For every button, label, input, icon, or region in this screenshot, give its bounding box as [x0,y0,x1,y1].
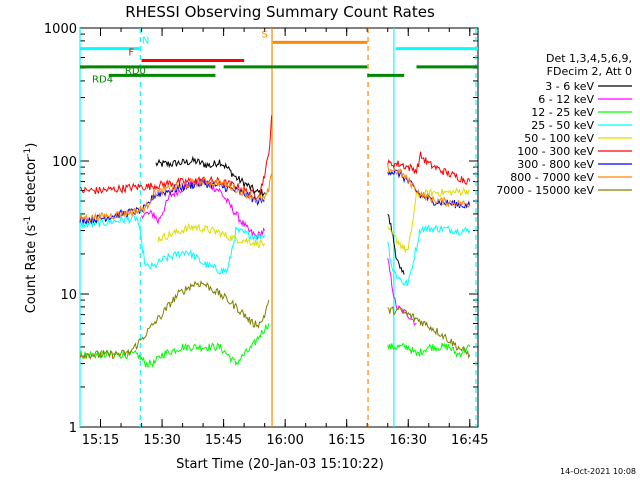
x-tick-label: 16:00 [266,433,303,448]
series-line-1 [141,178,266,240]
series-line-8 [79,280,270,360]
x-tick-label: 16:30 [390,433,427,448]
legend-header: FDecim 2, Att 0 [547,65,632,78]
legend: Det 1,3,4,5,6,9,FDecim 2, Att 0 3 - 6 keV… [496,52,632,197]
y-tick-label: 1 [69,421,77,436]
series-line-7 [387,164,471,208]
x-tick-label: 15:15 [82,433,119,448]
series-line-6 [79,179,265,225]
legend-label: 12 - 25 keV [531,106,594,119]
series-line-0 [155,155,266,198]
series-line-7 [79,173,273,223]
legend-header: Det 1,3,4,5,6,9, [546,52,632,65]
legend-label: 25 - 50 keV [531,119,594,132]
series-line-5 [387,151,471,185]
y-axis-label-sup1: -1 [23,216,33,225]
legend-label: 50 - 100 keV [524,132,594,145]
status-bar-label: S [261,29,267,40]
status-bar-label: RD0 [125,66,146,77]
x-tick-label: 16:15 [328,433,365,448]
y-axis-label-end: ) [24,143,39,148]
series-line-0 [387,213,405,275]
y-axis-label-main: Count Rate (s [24,225,39,314]
series-line-4 [157,222,266,248]
chart-title: RHESSI Observing Summary Count Rates [125,3,435,21]
legend-label: 100 - 300 keV [517,145,594,158]
y-tick-label: 1000 [44,22,77,37]
legend-label: 3 - 6 keV [545,80,594,93]
y-axis-label: Count Rate (s-1 detector-1) [23,143,39,314]
series-line-1 [387,258,417,326]
x-tick-label: 16:45 [451,433,488,448]
y-axis-label-sup2: -1 [23,148,33,157]
series-line-3 [79,214,266,275]
series-line-2 [387,342,471,359]
y-tick-label: 100 [52,155,77,170]
y-axis-label-mid: detector [24,156,39,216]
x-axis-label: Start Time (20-Jan-03 15:10:22) [176,457,384,472]
series-line-3 [387,224,471,287]
x-tick-label: 15:45 [205,433,242,448]
status-bar-label: F [128,47,134,58]
status-bar-label: RD4 [92,74,113,85]
legend-label: 300 - 800 keV [517,158,594,171]
legend-label: 6 - 12 keV [538,93,594,106]
legend-label: 7000 - 15000 keV [496,184,594,197]
vertical-marker-lines [79,28,477,427]
status-bar-label: N [142,36,149,47]
y-tick-label: 10 [60,288,77,303]
legend-label: 800 - 7000 keV [510,171,594,184]
series-lines [79,115,471,368]
footer-timestamp: 14-Oct-2021 10:08 [560,467,636,476]
status-bars: NF S RD0 RD4 [80,29,478,85]
x-tick-label: 15:30 [143,433,180,448]
series-line-8 [387,305,471,360]
